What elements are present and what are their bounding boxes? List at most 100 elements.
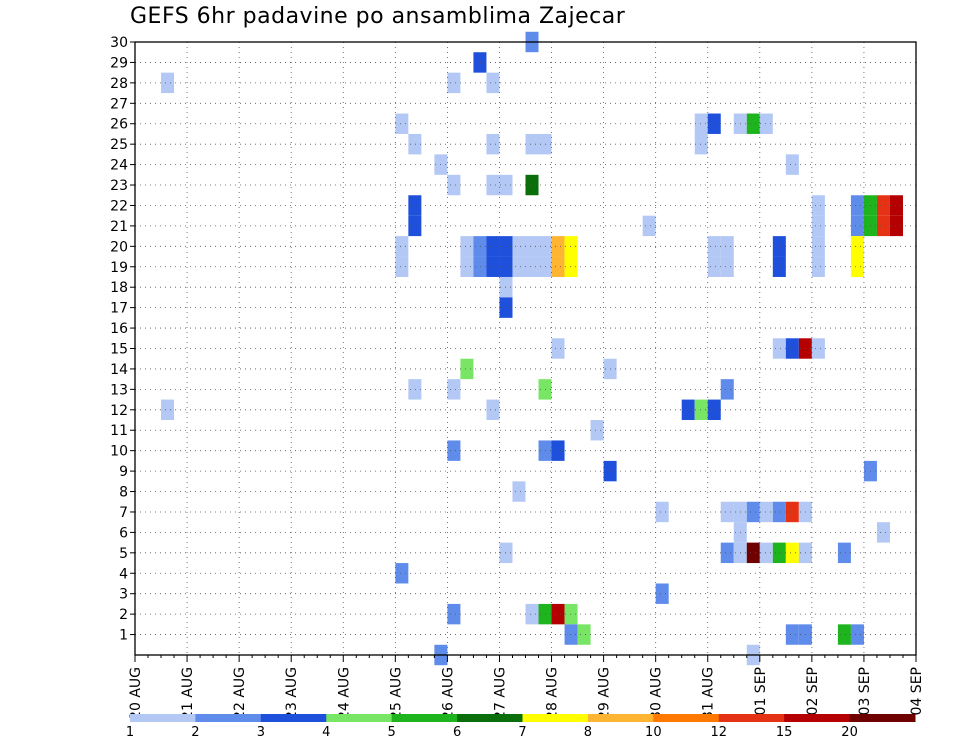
y-tick-label: 24 [110,158,128,174]
heatmap-cell [694,133,708,155]
y-tick-label: 2 [119,607,128,623]
heatmap-cell [850,256,864,277]
y-tick-label: 23 [110,178,128,194]
heatmap-cell [681,399,695,421]
y-tick-label: 9 [119,464,128,480]
heatmap-cell [720,379,734,400]
heatmap-cell [785,338,799,359]
x-tick-label: 29 AUG [597,667,613,720]
heatmap-cell [525,133,539,155]
heatmap-cell [655,501,669,523]
heatmap-cell [486,72,500,94]
heatmap-cell [447,603,461,625]
heatmap-cell [694,113,708,134]
heatmap-cell [746,542,760,564]
heatmap-cell [707,256,721,277]
x-tick-label: 21 AUG [180,667,196,720]
heatmap-cell [850,236,864,257]
y-tick-label: 5 [119,546,128,562]
x-tick-label: 26 AUG [440,667,456,720]
heatmap-cell [707,113,721,134]
heatmap-cell [746,501,760,523]
heatmap-cell [486,236,500,257]
legend-label: 10 [645,725,662,740]
legend-swatch [587,714,654,722]
heatmap-cell [759,542,773,564]
heatmap-cell [811,215,825,237]
legend-swatch [718,714,785,722]
heatmap-cell [395,236,409,257]
heatmap-cell [395,256,409,277]
y-tick-label: 15 [110,342,128,358]
heatmap-cell [785,501,799,523]
legend-label: 4 [322,725,330,740]
heatmap-cell [486,256,500,277]
heatmap-cell [525,256,539,277]
heatmap-cell [161,72,175,94]
legend-swatch [784,714,851,722]
heatmap-cell [720,256,734,277]
legend-swatch [457,714,523,722]
heatmap-cell [408,133,422,155]
heatmap-cell [850,195,864,216]
heatmap-cell [889,195,903,216]
heatmap-cell [564,624,578,645]
heatmap-cell [525,174,539,196]
heatmap-cell [772,256,786,277]
heatmap-cell [551,338,565,359]
heatmap-cell [772,338,786,359]
y-tick-label: 11 [110,423,128,439]
legend-label: 3 [257,725,265,740]
x-tick-label: 03 SEP [857,667,873,715]
heatmap-cell [447,379,461,400]
heatmap-cell [512,256,526,277]
heatmap-cell [837,624,851,645]
heatmap-cell [694,399,708,421]
y-tick-label: 26 [110,117,128,133]
heatmap-cell [473,52,487,73]
heatmap-cell [759,501,773,523]
heatmap-cell [785,542,799,564]
heatmap-cell [850,215,864,237]
heatmap-cell [408,195,422,216]
legend-label: 2 [191,725,199,740]
y-tick-label: 4 [119,566,128,582]
legend-swatch [260,714,327,722]
heatmap-cell [486,174,500,196]
heatmap-cell [460,236,474,257]
heatmap-cell [460,358,474,380]
legend-label: 15 [776,725,793,740]
legend-label: 12 [710,725,727,740]
x-tick-label: 25 AUG [388,667,404,720]
heatmap-cell [447,440,461,461]
y-tick-label: 19 [110,260,128,276]
heatmap-cell [161,399,175,421]
legend-label: 8 [584,725,592,740]
y-tick-label: 29 [110,55,128,71]
heatmap-cell [707,236,721,257]
heatmap-cell [876,195,890,216]
y-tick-label: 20 [110,239,128,255]
heatmap-cell [642,215,656,237]
heatmap-cell [395,563,409,584]
heatmap-cell [746,113,760,134]
heatmap-cell [785,624,799,645]
heatmap-cell [473,256,487,277]
heatmap-cell [707,399,721,421]
heatmap-cell [772,501,786,523]
heatmap-cell [772,236,786,257]
heatmap-cell [551,236,565,257]
heatmap-cell [525,236,539,257]
heatmap-cell [447,72,461,94]
heatmap-cell [460,256,474,277]
heatmap-cell [720,501,734,523]
y-tick-label: 30 [110,35,128,51]
legend-label: 1 [126,725,134,740]
y-tick-label: 22 [110,198,128,214]
x-tick-label: 27 AUG [492,667,508,720]
legend-swatch [326,714,393,722]
y-tick-label: 7 [119,505,128,521]
legend-label: 20 [841,725,858,740]
heatmap-cell [590,420,604,441]
